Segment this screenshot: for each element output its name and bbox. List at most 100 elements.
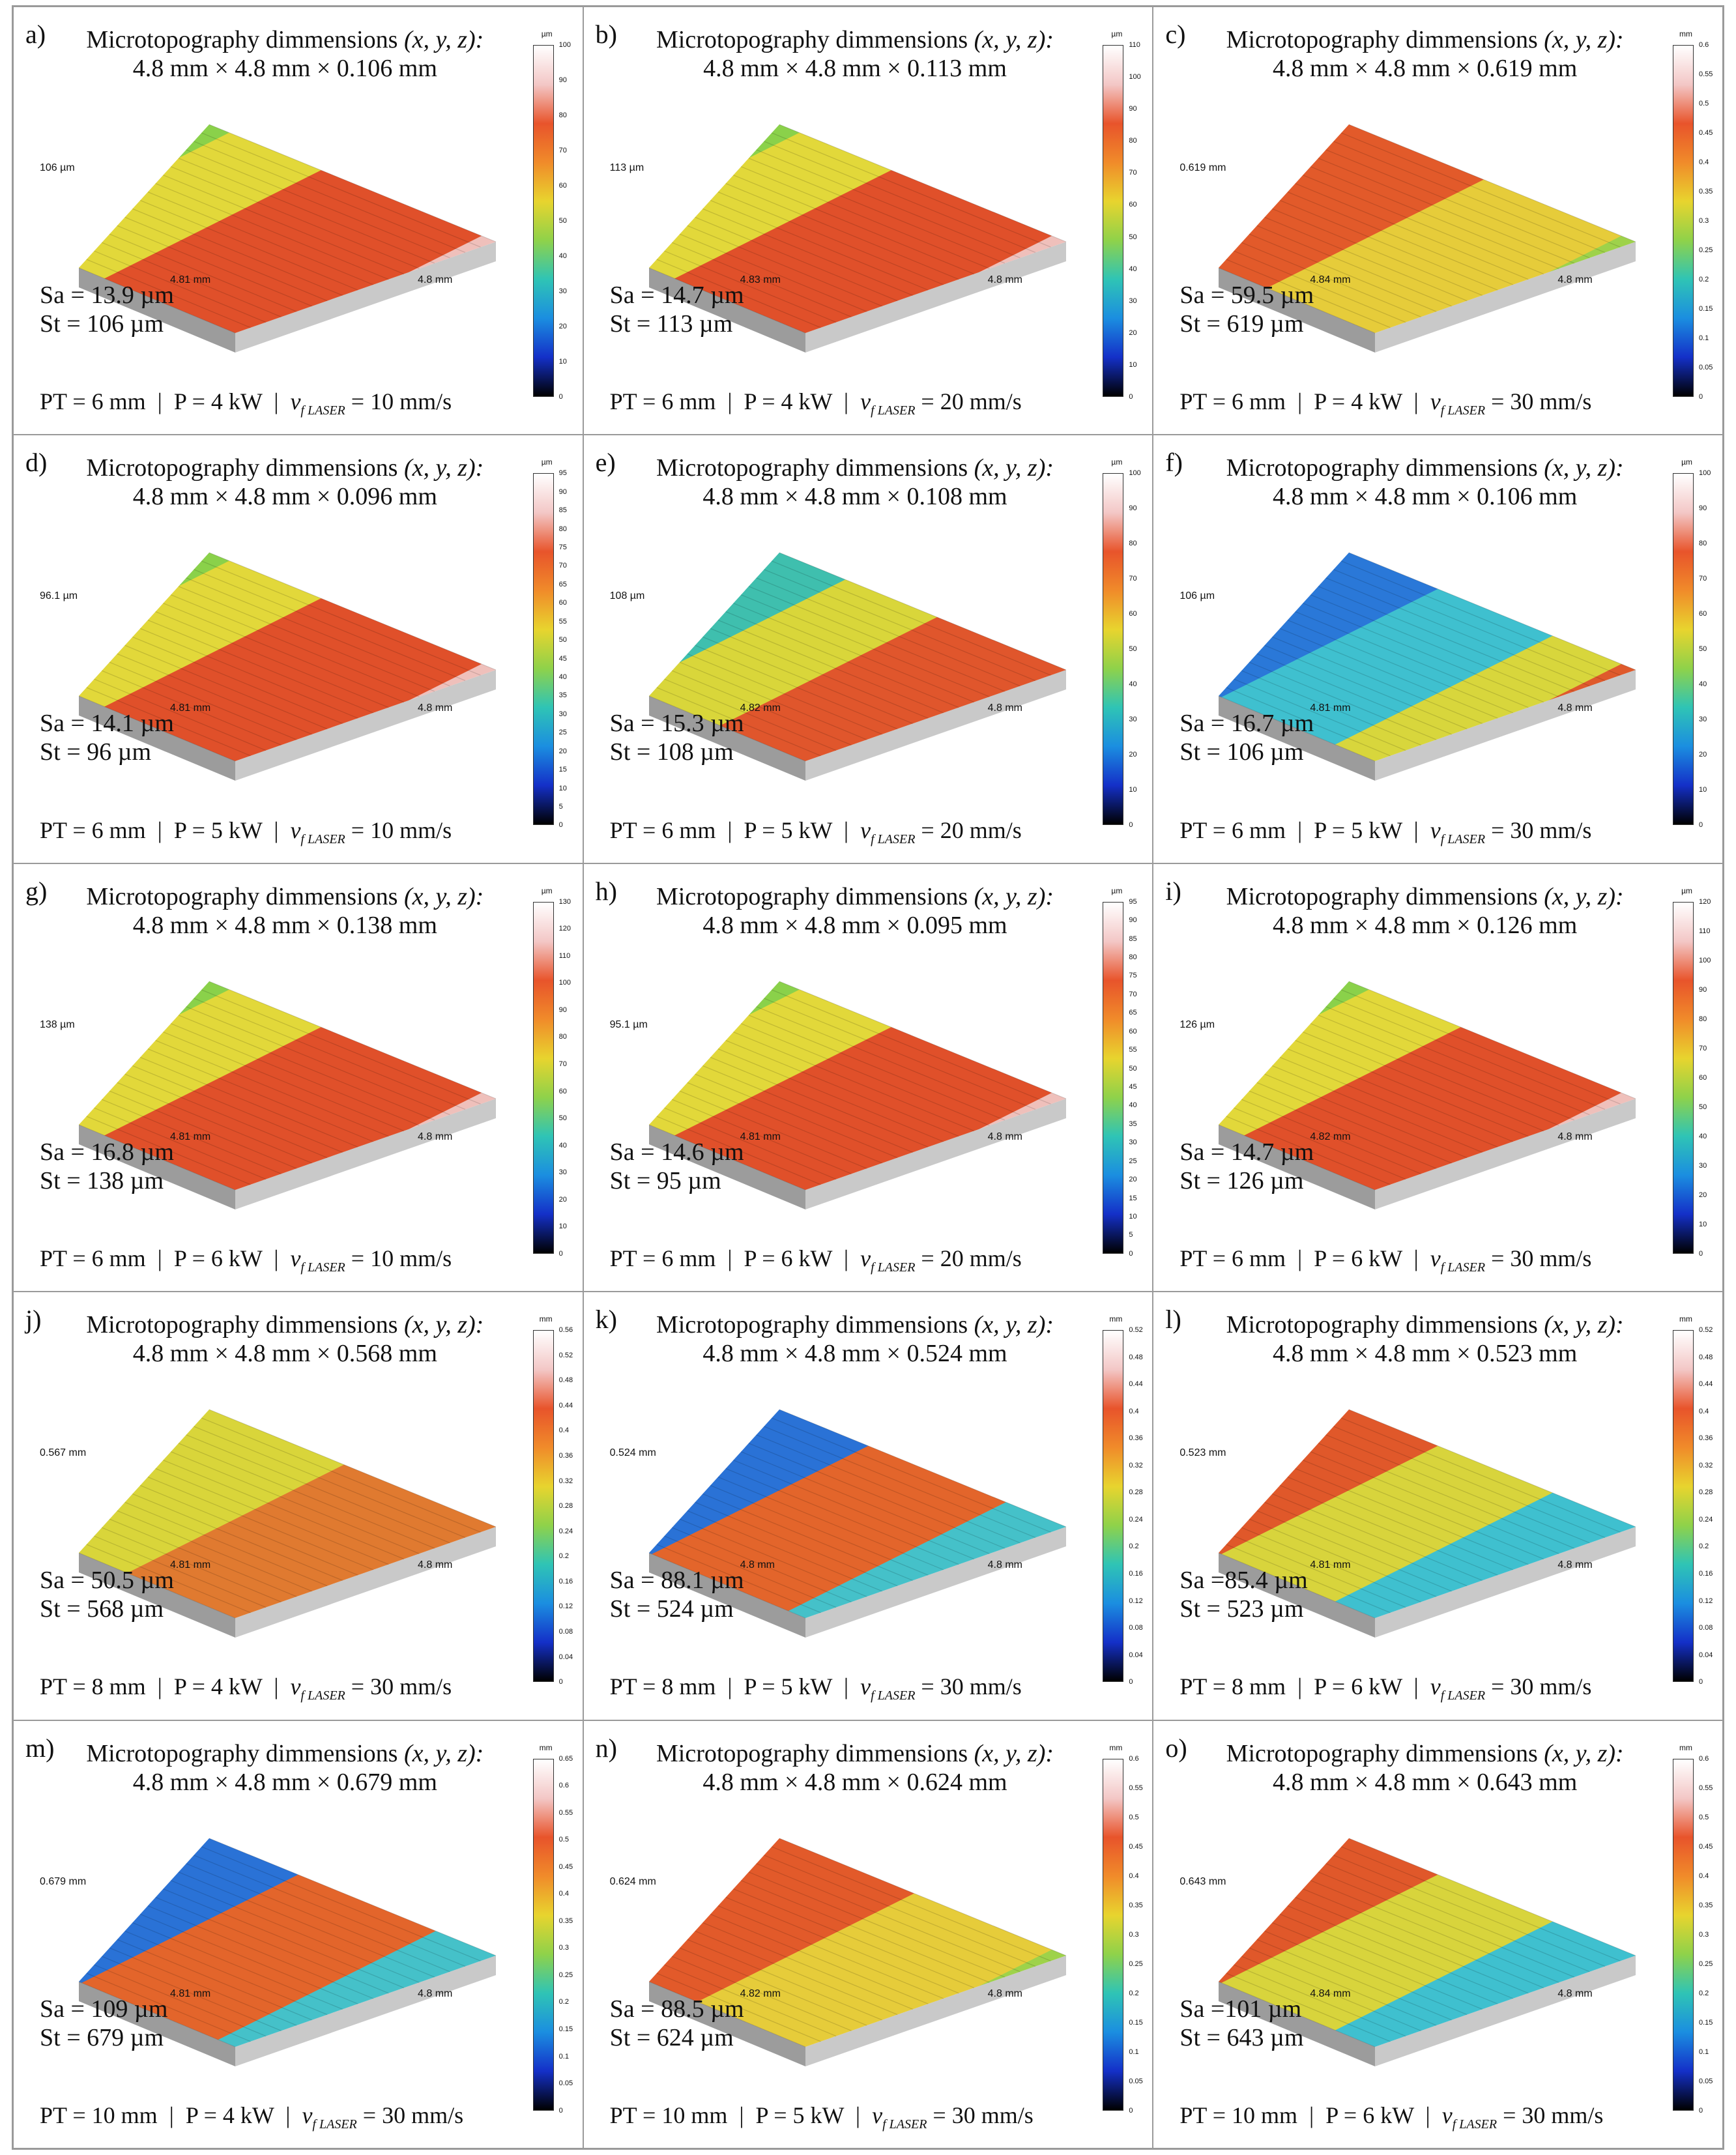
- param-v-sub: f LASER: [300, 1260, 345, 1275]
- colorbar-tick: 90: [1129, 916, 1137, 925]
- ridge-line: [771, 1417, 1051, 1533]
- colorbar-tick: 50: [558, 217, 567, 225]
- ridge-line: [740, 166, 990, 269]
- ridge-line: [163, 1888, 405, 1988]
- surface-base-left: [1219, 696, 1376, 781]
- colorbar-tick: 0.08: [558, 1628, 573, 1636]
- roughness-stats: Sa = 13.9 µm St = 106 µm: [40, 281, 174, 338]
- panel-letter: e): [595, 448, 616, 478]
- ridge-line: [1280, 1056, 1498, 1148]
- header-vars: (x, y, z):: [403, 882, 484, 910]
- colorbar-tick: 15: [1129, 1194, 1137, 1202]
- colorbar-tick: 0.25: [1129, 1960, 1143, 1968]
- ridge-line: [1333, 1426, 1606, 1539]
- sa-value: Sa = 15.3 µm: [609, 710, 744, 738]
- colorbar-tick: 40: [558, 673, 567, 682]
- ridge-line: [117, 225, 312, 307]
- sa-value: Sa = 109 µm: [40, 1995, 168, 2023]
- ridge-line: [124, 1930, 328, 2015]
- ridge-line: [717, 1905, 944, 1999]
- ridge-line: [86, 1973, 251, 2042]
- colorbar-tick: 0.48: [1129, 1353, 1143, 1361]
- panel-i: i) Microtopography dimmensions (x, y, z)…: [1153, 863, 1723, 1292]
- height-label: 0.524 mm: [609, 1447, 656, 1459]
- param-p: P = 5 kW: [173, 817, 263, 843]
- ridge-line: [201, 1417, 481, 1533]
- colorbar-tick: 60: [1129, 1027, 1137, 1035]
- process-params: PT = 6 mm | P = 6 kW | vf LASER = 10 mm/…: [40, 1245, 452, 1275]
- colorbar-unit: µm: [1111, 886, 1123, 895]
- colorbar-tick: 55: [558, 617, 567, 626]
- colorbar-tick: 80: [1129, 137, 1137, 145]
- colorbar-tick: 40: [1129, 680, 1137, 689]
- colorbar-tick: 0: [1699, 821, 1703, 830]
- colorbar-tick: 75: [558, 543, 567, 552]
- ridge-line: [779, 1838, 1066, 1956]
- ridge-line: [78, 1552, 236, 1619]
- surface-ridges: [78, 981, 497, 1191]
- colorbar-tick: 90: [558, 487, 567, 496]
- colorbar-tick: 0.2: [1699, 1989, 1709, 1997]
- colorbar-tick: 35: [1129, 1120, 1137, 1128]
- ridge-line: [132, 1922, 343, 2010]
- ridge-line: [663, 1964, 836, 2036]
- ridge-line: [717, 1477, 944, 1570]
- surface-svg: [1219, 124, 1636, 353]
- ridge-line: [1341, 132, 1621, 248]
- colorbar-tick: 30: [1699, 716, 1707, 724]
- panel-o: o) Microtopography dimmensions (x, y, z)…: [1153, 1720, 1723, 2148]
- ridge-line: [139, 1485, 358, 1576]
- ridge-line: [1234, 1535, 1406, 1608]
- param-v-value: = 30 mm/s: [1491, 388, 1592, 415]
- ridge-line: [1333, 998, 1606, 1110]
- param-pt: PT = 6 mm: [609, 388, 716, 415]
- param-pt: PT = 10 mm: [1179, 2102, 1297, 2128]
- surface-base-left: [1219, 1981, 1376, 2066]
- header-vars: (x, y, z):: [1544, 1739, 1624, 1767]
- sa-value: Sa = 16.7 µm: [1179, 710, 1314, 738]
- panel-letter: j): [25, 1305, 42, 1335]
- header-title: Microtopography dimmensions: [1226, 1311, 1538, 1339]
- colorbar-tick: 0.35: [558, 1916, 573, 1925]
- ridge-line: [1325, 1862, 1590, 1972]
- ridge-line: [86, 1544, 251, 1613]
- param-v-sub: f LASER: [882, 2117, 927, 2132]
- panel-header: Microtopography dimmensions (x, y, z): 4…: [584, 25, 1153, 83]
- ridge-line: [1241, 671, 1422, 746]
- colorbar-tick: 40: [558, 252, 567, 260]
- sa-value: Sa = 88.1 µm: [609, 1567, 744, 1595]
- ridge-line: [201, 560, 481, 676]
- param-v-sub: f LASER: [300, 832, 345, 846]
- surface-base-right: [1375, 670, 1636, 781]
- header-title: Microtopography dimmensions: [1226, 26, 1538, 53]
- surface-top: [648, 1838, 1066, 2047]
- ridge-line: [94, 250, 267, 323]
- panel-letter: m): [25, 1733, 55, 1763]
- ridge-line: [748, 158, 1005, 264]
- surface-base-right: [805, 1955, 1066, 2066]
- param-pt: PT = 10 mm: [40, 2102, 158, 2128]
- surface-base-right: [1375, 1098, 1636, 1209]
- ridge-line: [1264, 645, 1468, 730]
- ridge-line: [1325, 577, 1590, 687]
- colorbar-tick: 0.4: [1699, 1407, 1709, 1415]
- ridge-line: [1241, 1099, 1422, 1174]
- y-axis-label: 4.8 mm: [418, 702, 453, 714]
- colorbar-tick: 0.16: [1699, 1570, 1713, 1578]
- colorbar-tick: 25: [1129, 1157, 1137, 1165]
- colorbar-tick: 0.1: [558, 2052, 569, 2061]
- x-axis-label: 4.83 mm: [740, 274, 781, 285]
- sa-value: Sa = 88.5 µm: [609, 1995, 744, 2023]
- ridge-line: [1295, 1896, 1529, 1993]
- ridge-line: [1280, 199, 1498, 291]
- roughness-stats: Sa = 109 µm St = 679 µm: [40, 1995, 167, 2052]
- colorbar-ticks: 95 90 85 80 75 70 65 60 55 50 45 40 35 30 25 20 15 10 5 0: [1126, 898, 1152, 1258]
- param-p: P = 6 kW: [1325, 2102, 1414, 2128]
- ridge-line: [102, 671, 282, 746]
- y-axis-label: 4.8 mm: [1557, 702, 1593, 714]
- ridge-line: [1287, 1048, 1514, 1142]
- colorbar-tick: 30: [558, 710, 567, 718]
- param-v-value: = 30 mm/s: [362, 2102, 464, 2128]
- ridge-line: [117, 1510, 312, 1592]
- surface-svg: [648, 552, 1066, 781]
